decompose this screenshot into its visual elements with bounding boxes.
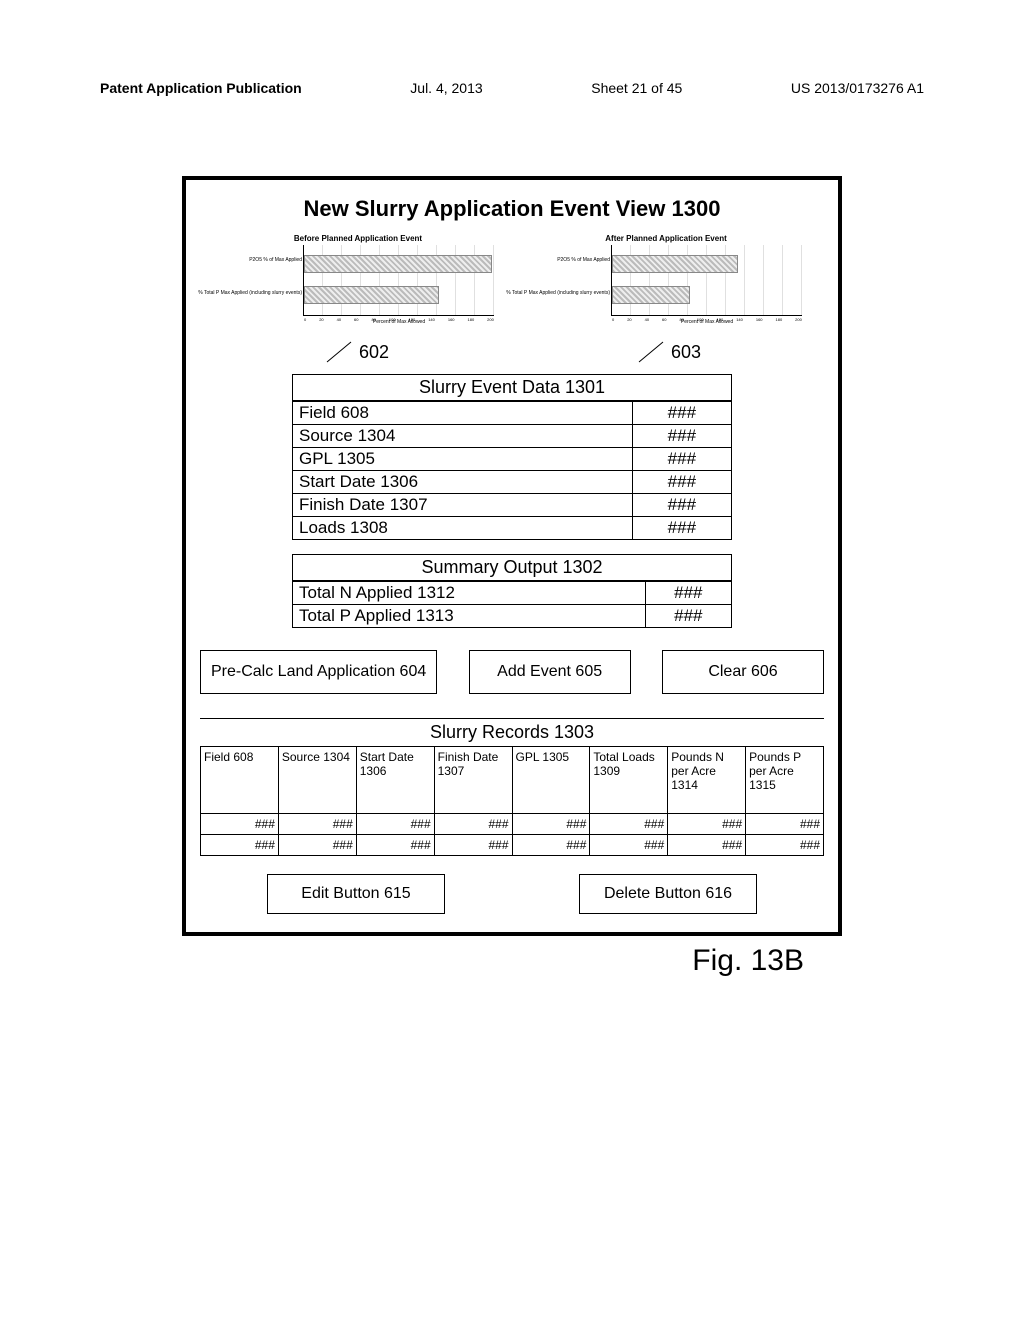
records-col-header: Start Date 1306 — [356, 747, 434, 814]
chart-after-ylabel-0: P2O5 % of Max Applied — [557, 257, 610, 263]
event-row-value: ### — [632, 517, 731, 540]
delete-button[interactable]: Delete Button 616 — [579, 874, 757, 914]
records-cell: ### — [590, 835, 668, 856]
records-cell: ### — [356, 835, 434, 856]
edit-button[interactable]: Edit Button 615 — [267, 874, 445, 914]
chart-before-ylabel-1: % Total P Max Applied (including slurry … — [198, 290, 302, 296]
chart-before-ylabel-0: P2O5 % of Max Applied — [249, 257, 302, 263]
records-cell: ### — [746, 835, 824, 856]
records-cell: ### — [201, 814, 279, 835]
records-cell: ### — [434, 814, 512, 835]
records-col-header: Pounds P per Acre 1315 — [746, 747, 824, 814]
event-row-label: Source 1304 — [293, 425, 633, 448]
records-title: Slurry Records 1303 — [200, 719, 824, 746]
chart-pointers: 602 603 — [200, 340, 824, 364]
chart-after-title: After Planned Application Event — [521, 234, 811, 243]
pointer-right-label: 603 — [671, 342, 701, 363]
records-section: Slurry Records 1303 Field 608Source 1304… — [200, 718, 824, 914]
event-row-value: ### — [632, 402, 731, 425]
summary-row-label: Total P Applied 1313 — [293, 605, 646, 628]
event-row-value: ### — [632, 448, 731, 471]
chart-before: Before Planned Application Event P2O5 % … — [213, 234, 503, 334]
records-cell: ### — [201, 835, 279, 856]
records-col-header: Total Loads 1309 — [590, 747, 668, 814]
records-cell: ### — [278, 835, 356, 856]
chart-after: After Planned Application Event P2O5 % o… — [521, 234, 811, 334]
summary-table: Summary Output 1302 Total N Applied 1312… — [292, 554, 732, 628]
records-cell: ### — [356, 814, 434, 835]
event-row-label: Finish Date 1307 — [293, 494, 633, 517]
records-table: Field 608Source 1304Start Date 1306Finis… — [200, 746, 824, 856]
table-row: ######################## — [201, 835, 824, 856]
records-cell: ### — [512, 835, 590, 856]
event-row-label: Loads 1308 — [293, 517, 633, 540]
header-sheet: Sheet 21 of 45 — [591, 80, 682, 96]
event-row-value: ### — [632, 471, 731, 494]
records-cell: ### — [278, 814, 356, 835]
records-cell: ### — [434, 835, 512, 856]
header-pubno: US 2013/0173276 A1 — [791, 80, 924, 96]
table-row: ######################## — [201, 814, 824, 835]
summary-caption: Summary Output 1302 — [292, 554, 732, 581]
chart-before-title: Before Planned Application Event — [213, 234, 503, 243]
event-row-label: Field 608 — [293, 402, 633, 425]
records-col-header: GPL 1305 — [512, 747, 590, 814]
add-event-button[interactable]: Add Event 605 — [469, 650, 631, 694]
chart-after-ylabel-1: % Total P Max Applied (including slurry … — [506, 290, 610, 296]
pointer-line-icon — [635, 340, 665, 364]
summary-row-value: ### — [645, 605, 731, 628]
summary-row-label: Total N Applied 1312 — [293, 582, 646, 605]
button-row: Pre-Calc Land Application 604 Add Event … — [200, 650, 824, 694]
clear-button[interactable]: Clear 606 — [662, 650, 824, 694]
event-row-value: ### — [632, 494, 731, 517]
event-row-label: GPL 1305 — [293, 448, 633, 471]
records-col-header: Source 1304 — [278, 747, 356, 814]
header-date: Jul. 4, 2013 — [410, 80, 482, 96]
event-data-caption: Slurry Event Data 1301 — [292, 374, 732, 401]
pointer-line-icon — [323, 340, 353, 364]
page-header: Patent Application Publication Jul. 4, 2… — [100, 80, 924, 96]
records-col-header: Pounds N per Acre 1314 — [668, 747, 746, 814]
records-cell: ### — [746, 814, 824, 835]
event-row-label: Start Date 1306 — [293, 471, 633, 494]
records-cell: ### — [668, 835, 746, 856]
main-frame: New Slurry Application Event View 1300 B… — [182, 176, 842, 936]
summary-row-value: ### — [645, 582, 731, 605]
figure-label: Fig. 13B — [100, 944, 804, 978]
event-row-value: ### — [632, 425, 731, 448]
record-button-row: Edit Button 615 Delete Button 616 — [200, 874, 824, 914]
header-left: Patent Application Publication — [100, 80, 302, 96]
records-cell: ### — [590, 814, 668, 835]
precalc-button[interactable]: Pre-Calc Land Application 604 — [200, 650, 437, 694]
records-cell: ### — [512, 814, 590, 835]
records-col-header: Finish Date 1307 — [434, 747, 512, 814]
records-cell: ### — [668, 814, 746, 835]
records-col-header: Field 608 — [201, 747, 279, 814]
charts-row: Before Planned Application Event P2O5 % … — [200, 234, 824, 334]
pointer-left-label: 602 — [359, 342, 389, 363]
view-title: New Slurry Application Event View 1300 — [200, 196, 824, 222]
event-data-table: Slurry Event Data 1301 Field 608###Sourc… — [292, 374, 732, 540]
